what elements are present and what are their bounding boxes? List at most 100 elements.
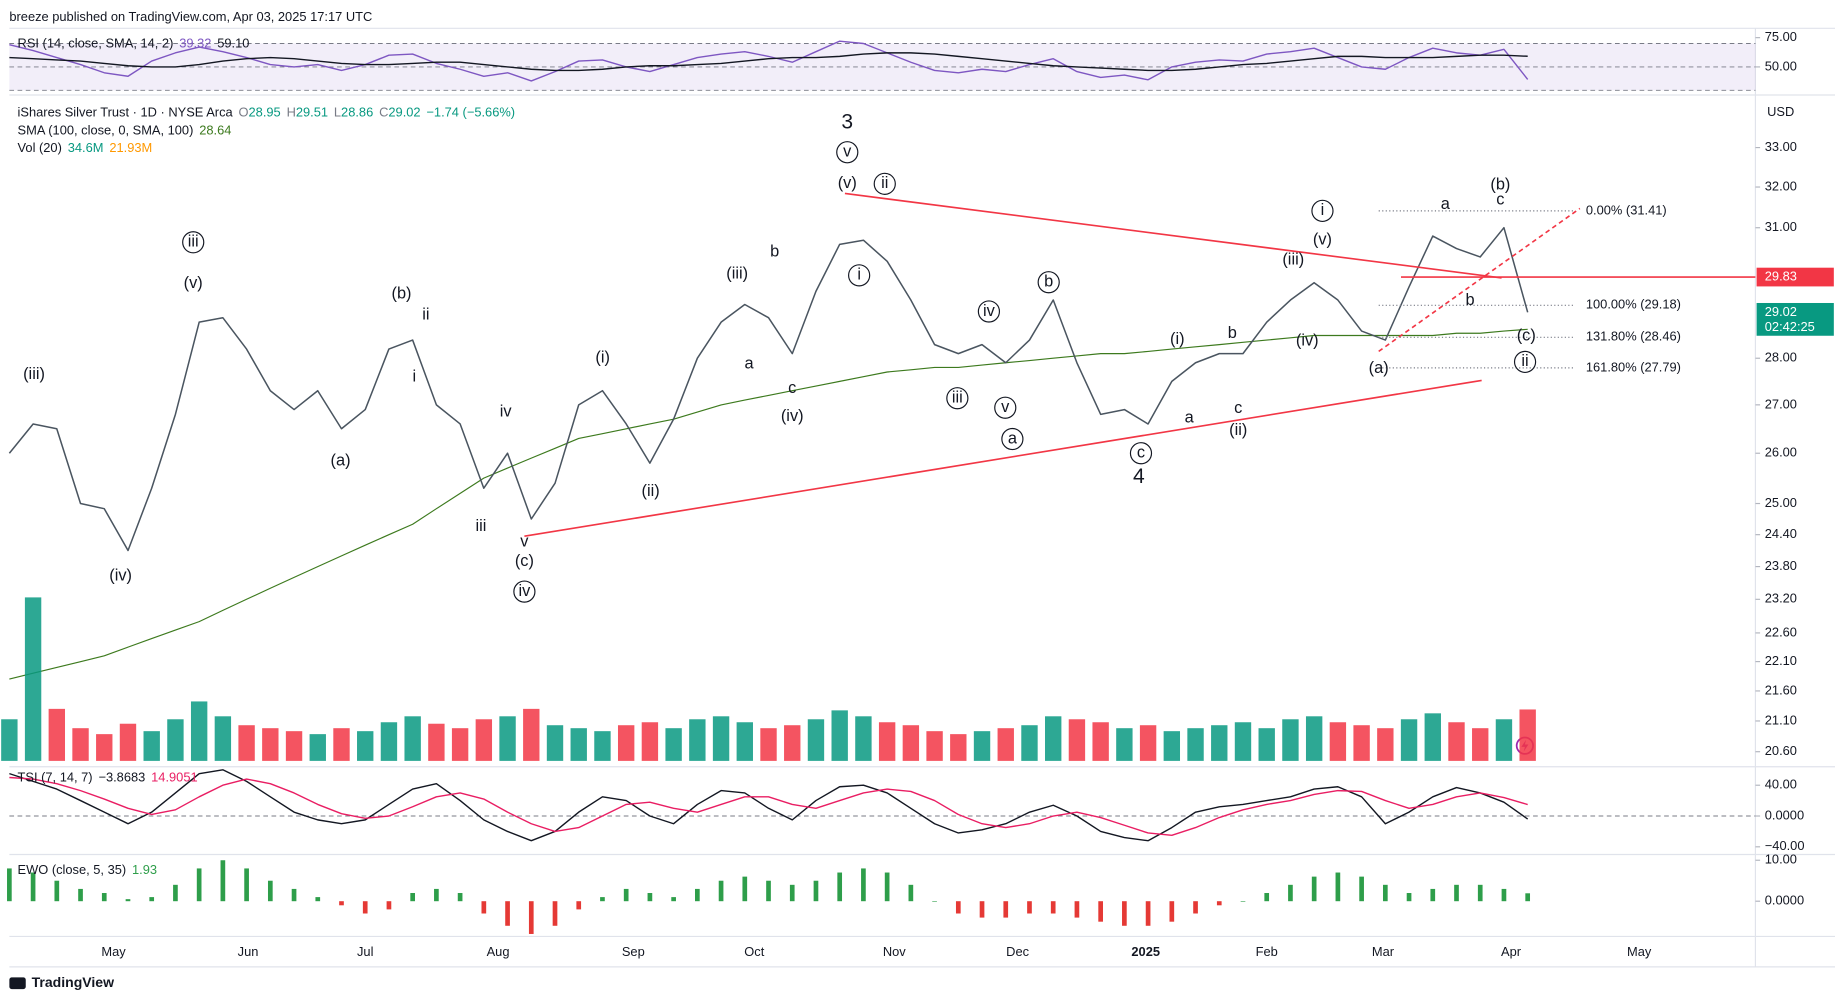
volume-bar <box>1400 719 1418 761</box>
volume-bar <box>1211 725 1228 761</box>
annotation-circle <box>513 580 536 603</box>
legend-value: 28.64 <box>199 123 231 138</box>
volume-bar <box>570 728 587 761</box>
x-tick-label: May <box>101 944 126 959</box>
wave-label: v <box>520 532 529 550</box>
wave-label: b <box>1465 291 1474 309</box>
y-tick-label: 0.0000 <box>1765 807 1804 822</box>
wave-label: (i) <box>1170 330 1185 348</box>
annotation-circle <box>1001 427 1024 451</box>
legend-name: RSI (14, close, SMA, 14, 2) <box>18 36 174 51</box>
legend-value: 21.93M <box>109 140 152 155</box>
y-tick-label: 27.00 <box>1765 396 1797 411</box>
wave-label: (ii) <box>1229 421 1247 439</box>
y-tick-label: 28.00 <box>1765 350 1797 365</box>
y-tick-label: 22.60 <box>1765 624 1797 639</box>
volume-bar <box>594 731 611 761</box>
legend-value: 1.93 <box>132 862 157 877</box>
y-tick-label: 0.0000 <box>1765 893 1804 908</box>
ewo-bar <box>1477 884 1483 902</box>
trendline <box>524 379 1482 538</box>
x-tick-label: Feb <box>1256 944 1278 959</box>
volume-bar <box>499 716 516 761</box>
wave-label: (v) <box>184 274 203 292</box>
volume-bar <box>1329 722 1347 761</box>
ohlc-key: C <box>379 105 388 120</box>
countdown: 02:42:25 <box>1765 319 1815 334</box>
wave-label: a <box>745 355 755 373</box>
x-tick-label: Jun <box>238 944 259 959</box>
volume-bar <box>1305 716 1323 761</box>
ewo-bar <box>1122 901 1127 926</box>
ewo-bar <box>789 884 795 902</box>
symbol-legend: iShares Silver Trust · 1D · NYSE Arca O28… <box>18 105 516 120</box>
volume-bar <box>1092 722 1109 761</box>
wave-label: (c) <box>1517 326 1536 344</box>
ewo-bar <box>623 888 629 902</box>
wave-label: iv <box>500 402 513 420</box>
legend-name: EWO (close, 5, 35) <box>18 862 127 877</box>
fib-label: 0.00% (31.41) <box>1586 202 1667 217</box>
ewo-bar <box>1430 888 1436 902</box>
volume-bar <box>48 708 66 761</box>
ohlc-key: O <box>239 105 249 120</box>
volume-bar <box>926 731 943 761</box>
wave-label: i <box>413 367 417 385</box>
wave-label: v <box>1001 398 1010 416</box>
legend-value: 34.6M <box>68 140 104 155</box>
volume-bar <box>1139 725 1157 761</box>
line <box>9 328 1528 680</box>
wave-label: (a) <box>331 451 351 469</box>
x-tick-label: Aug <box>487 944 510 959</box>
wave-label: (v) <box>838 174 857 192</box>
volume-bar <box>1116 728 1133 761</box>
ewo-bar <box>457 893 463 902</box>
volume-bar <box>72 728 89 761</box>
ewo-bar <box>101 893 107 902</box>
ewo-bar <box>1240 901 1246 902</box>
wave-label: (b) <box>392 284 412 302</box>
annotation-circle <box>1311 199 1334 223</box>
volume-bar <box>1068 719 1086 761</box>
logo-text: TradingView <box>32 974 114 990</box>
ewo-bar <box>766 880 771 902</box>
ewo-bar <box>1382 884 1388 902</box>
ewo-bar <box>1288 884 1293 902</box>
volume-bar <box>1448 722 1465 761</box>
volume-bar <box>24 597 42 761</box>
wave-label: 4 <box>1133 465 1145 488</box>
ewo-bar <box>196 868 202 902</box>
ewo-bar <box>1335 872 1341 902</box>
ewo-bar <box>410 893 416 902</box>
volume-bar <box>878 722 896 761</box>
wave-label: (b) <box>1490 175 1510 193</box>
y-tick-label: 50.00 <box>1765 58 1797 73</box>
ewo-bar <box>30 872 36 902</box>
wave-label: (ii) <box>642 482 660 500</box>
volume-bar <box>997 728 1014 761</box>
ewo-bar <box>7 868 12 902</box>
ewo-bar <box>1169 901 1175 922</box>
annotation-circle <box>994 396 1017 419</box>
ewo-bar <box>742 876 748 902</box>
change: −1.74 (−5.66%) <box>426 105 515 120</box>
wave-label: (i) <box>595 349 610 367</box>
wave-label: iv <box>518 582 531 600</box>
y-tick-label: 26.00 <box>1765 445 1797 460</box>
ewo-bar <box>386 901 392 910</box>
wave-label: a <box>1008 429 1018 447</box>
volume-bar <box>1187 728 1204 761</box>
volume-bar <box>807 719 825 761</box>
x-tick-label: Apr <box>1501 944 1522 959</box>
volume-bar <box>641 722 659 761</box>
volume-bar <box>1045 716 1062 761</box>
ewo-bar <box>671 897 676 902</box>
fib-label: 131.80% (28.46) <box>1586 329 1681 344</box>
ewo-bar <box>1003 901 1009 918</box>
y-tick-label: 24.40 <box>1765 526 1797 541</box>
volume-bar <box>760 728 777 761</box>
volume-bar <box>1163 731 1181 761</box>
annotation-circle <box>1037 271 1060 294</box>
fib-label: 161.80% (27.79) <box>1586 359 1681 374</box>
wave-label: c <box>1234 399 1242 417</box>
